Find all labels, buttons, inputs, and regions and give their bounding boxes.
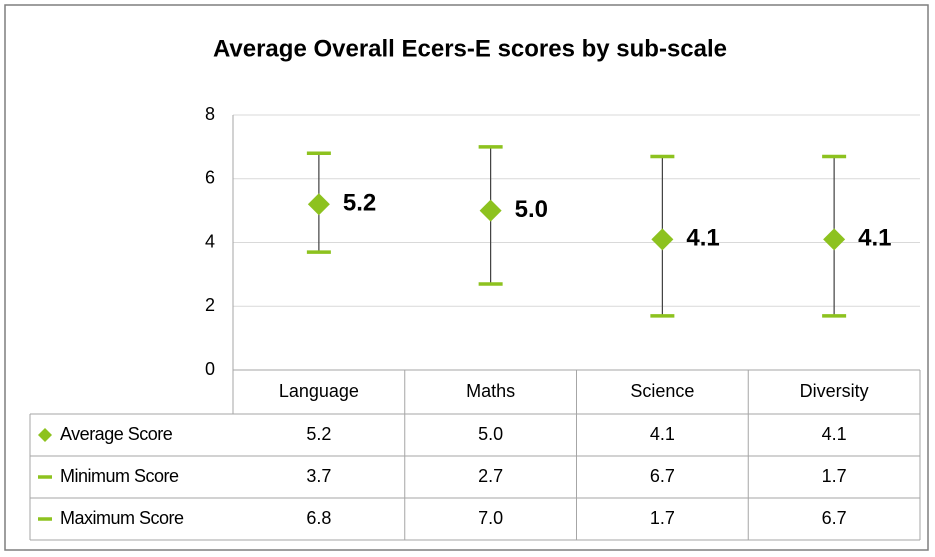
y-tick-label: 4	[205, 231, 215, 251]
x-tick-label: Science	[630, 381, 694, 401]
average-marker	[307, 193, 330, 216]
x-tick-label: Maths	[466, 381, 515, 401]
average-marker	[823, 228, 846, 251]
legend-key	[38, 428, 52, 442]
average-marker	[479, 199, 502, 222]
table-cell: 4.1	[822, 424, 847, 444]
table-cell: 6.7	[650, 466, 675, 486]
table-cell: 6.7	[822, 508, 847, 528]
data-label: 5.2	[343, 190, 376, 217]
y-tick-label: 2	[205, 295, 215, 315]
table-cell: 7.0	[478, 508, 503, 528]
legend-label: Minimum Score	[60, 466, 179, 486]
y-tick-label: 0	[205, 359, 215, 379]
table-cell: 4.1	[650, 424, 675, 444]
table-cell: 1.7	[650, 508, 675, 528]
average-marker	[651, 228, 674, 251]
x-tick-label: Language	[279, 381, 359, 401]
chart-title: Average Overall Ecers-E scores by sub-sc…	[213, 35, 727, 62]
table-cell: 3.7	[306, 466, 331, 486]
y-tick-label: 6	[205, 168, 215, 188]
table-cell: 5.2	[306, 424, 331, 444]
legend-label: Maximum Score	[60, 508, 184, 528]
y-tick-label: 8	[205, 104, 215, 124]
table-cell: 1.7	[822, 466, 847, 486]
data-label: 4.1	[858, 225, 891, 252]
data-label: 4.1	[686, 225, 719, 252]
legend-label: Average Score	[60, 424, 173, 444]
x-tick-label: Diversity	[800, 381, 869, 401]
chart-border	[4, 4, 929, 551]
data-label: 5.0	[515, 196, 548, 223]
table-cell: 5.0	[478, 424, 503, 444]
table-cell: 2.7	[478, 466, 503, 486]
table-cell: 6.8	[306, 508, 331, 528]
